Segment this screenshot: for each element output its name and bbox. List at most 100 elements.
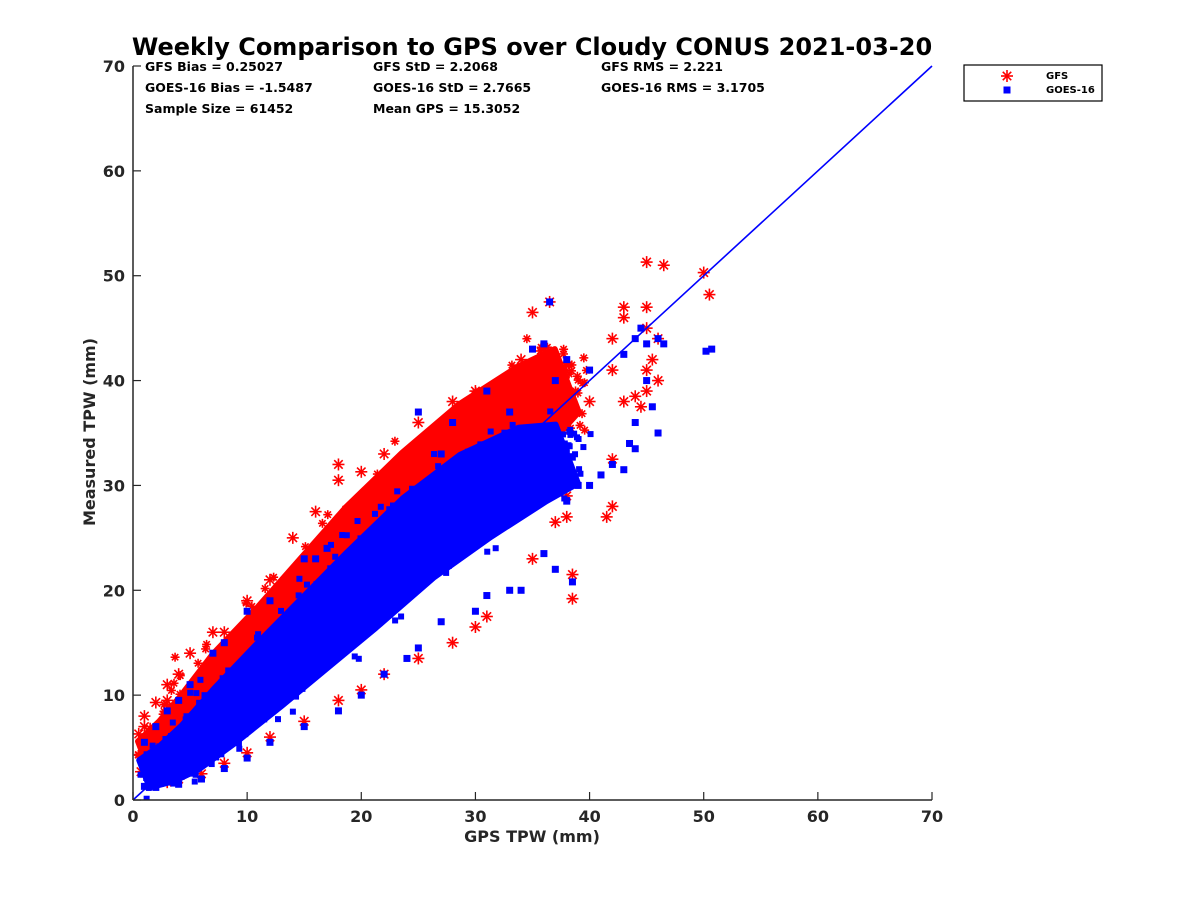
goes16-point	[296, 575, 303, 582]
gfs-point	[640, 256, 653, 269]
goes16-point	[368, 541, 375, 548]
goes16-point	[216, 744, 223, 751]
goes16-point	[464, 479, 471, 486]
stat-sample-size: Sample Size = 61452	[145, 101, 293, 116]
goes16-point	[275, 716, 282, 723]
goes16-point	[328, 586, 335, 593]
goes16-point	[456, 473, 463, 480]
y-tick-label: 60	[103, 162, 125, 181]
goes16-point	[501, 444, 508, 451]
goes16-point	[300, 555, 308, 563]
goes16-point	[445, 545, 452, 552]
goes16-point	[477, 534, 484, 541]
goes16-point	[567, 426, 574, 433]
x-tick-label: 10	[236, 807, 258, 826]
x-tick-label: 50	[693, 807, 715, 826]
goes16-point	[422, 497, 429, 504]
goes16-point	[152, 783, 160, 791]
goes16-point	[422, 492, 429, 499]
gfs-point	[560, 510, 573, 523]
x-tick-label: 0	[127, 807, 138, 826]
goes16-point	[546, 443, 553, 450]
gfs-point	[138, 710, 151, 723]
goes16-point	[168, 733, 175, 740]
gfs-point	[498, 387, 508, 397]
goes16-point	[364, 545, 371, 552]
gfs-point	[507, 360, 517, 370]
goes16-point	[546, 481, 553, 488]
goes16-point	[143, 767, 150, 774]
goes16-point	[140, 782, 148, 790]
goes16-point	[159, 761, 166, 768]
goes16-point	[370, 548, 377, 555]
goes16-point	[402, 519, 409, 526]
gfs-point	[657, 259, 670, 272]
goes16-point	[360, 611, 367, 618]
goes16-point	[527, 429, 534, 436]
goes16-point	[356, 632, 363, 639]
goes16-point	[225, 667, 232, 674]
goes16-point	[409, 488, 416, 495]
gfs-point	[534, 396, 544, 406]
goes16-point	[497, 491, 504, 498]
gfs-point	[538, 378, 548, 388]
gfs-point	[469, 385, 482, 398]
goes16-point	[445, 562, 452, 569]
gfs-point	[483, 395, 493, 405]
gfs-point	[175, 705, 185, 715]
goes16-point	[213, 697, 220, 704]
gfs-point	[388, 481, 398, 491]
goes16-point	[338, 601, 345, 608]
goes16-point	[552, 479, 559, 486]
goes16-point	[266, 738, 274, 746]
goes16-point	[386, 506, 393, 513]
goes16-point	[255, 683, 262, 690]
goes16-point	[460, 549, 467, 556]
gfs-point	[564, 402, 574, 412]
goes16-point	[399, 564, 406, 571]
goes16-point	[449, 419, 457, 427]
goes16-point	[236, 745, 243, 752]
goes16-point	[149, 751, 156, 758]
goes16-point	[187, 689, 194, 696]
chart-title: Weekly Comparison to GPS over Cloudy CON…	[132, 33, 932, 61]
goes16-point	[241, 691, 248, 698]
goes16-point	[408, 531, 415, 538]
goes16-point	[218, 751, 225, 758]
goes16-point	[517, 586, 525, 594]
stat-mean-gps: Mean GPS = 15.3052	[373, 101, 520, 116]
goes16-point	[170, 780, 177, 787]
goes16-point	[418, 522, 425, 529]
goes16-point	[194, 713, 201, 720]
legend: GFS GOES-16	[963, 64, 1103, 102]
goes16-point	[344, 606, 351, 613]
goes16-point	[390, 545, 397, 552]
goes16-point	[385, 577, 392, 584]
goes16-point	[221, 685, 228, 692]
goes16-point	[514, 467, 521, 474]
goes16-point	[210, 735, 217, 742]
gfs-point	[515, 353, 528, 366]
goes16-point	[257, 687, 264, 694]
goes16-point	[559, 431, 566, 438]
goes16-point	[556, 463, 563, 470]
goes16-point	[143, 756, 150, 763]
goes16-point	[496, 474, 503, 481]
goes16-point	[325, 625, 332, 632]
goes16-point	[230, 711, 237, 718]
goes16-point	[496, 482, 503, 489]
axes: 0 10 20 30 40 50 60 70 0 10 20 30 40 50 60 70	[103, 57, 943, 826]
goes16-point	[227, 681, 234, 688]
goes16-point	[563, 497, 571, 505]
goes16-point	[354, 518, 361, 525]
goes16-point	[515, 456, 522, 463]
goes16-point	[291, 654, 298, 661]
goes16-point	[467, 452, 474, 459]
goes16-point	[387, 573, 394, 580]
goes16-point	[175, 696, 183, 704]
x-tick-label: 30	[464, 807, 486, 826]
goes16-point	[541, 476, 548, 483]
goes16-point	[157, 777, 164, 784]
gfs-point	[170, 652, 180, 662]
goes16-point	[220, 728, 227, 735]
